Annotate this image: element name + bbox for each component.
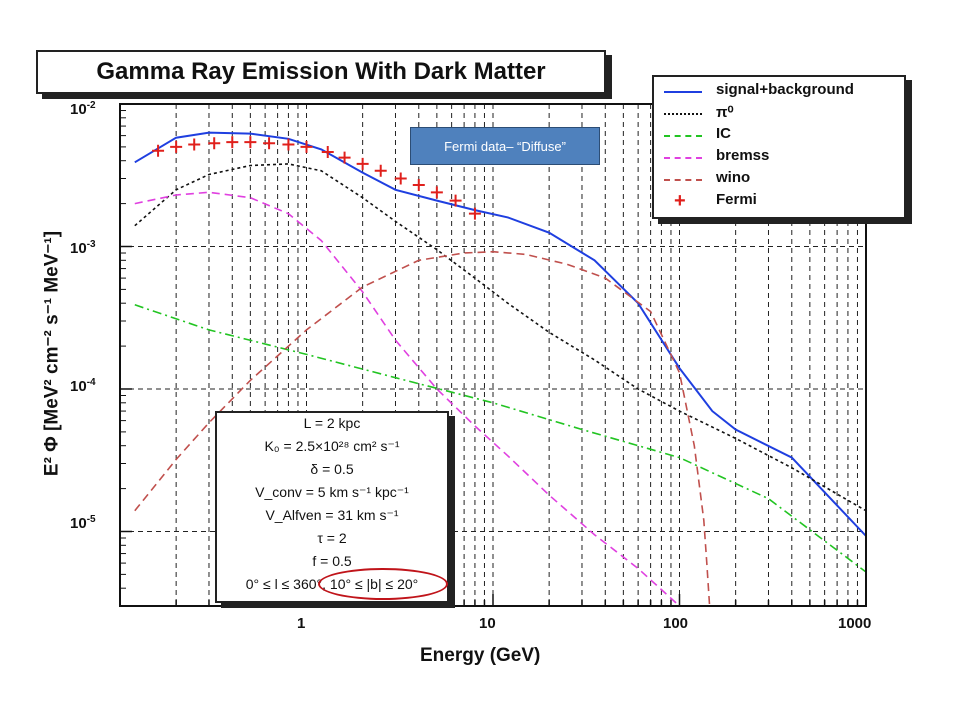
series-layer — [134, 131, 867, 607]
legend-swatch-pi0 — [664, 113, 702, 115]
y-tick-label: 10-4 — [70, 377, 96, 395]
legend-label-pi0: π⁰ — [716, 104, 734, 121]
param-line: K₀ = 2.5×10²⁸ cm² s⁻¹ — [264, 438, 400, 454]
y-tick-base: 10 — [70, 515, 87, 532]
fermi-data-point — [152, 144, 165, 157]
param-line: V_Alfven = 31 km s⁻¹ — [265, 507, 399, 523]
y-tick-label: 10-2 — [70, 100, 96, 118]
legend-swatch-ic — [664, 135, 702, 137]
fermi-data-point — [226, 136, 239, 149]
fermi-data-point — [321, 146, 334, 159]
x-tick-label: 1000 — [838, 615, 872, 632]
fermi-callout: Fermi data– “Diffuse” — [410, 127, 600, 165]
param-line: δ = 0.5 — [310, 461, 354, 477]
fermi-data-point — [208, 137, 221, 150]
chart-title-box: Gamma Ray Emission With Dark Matter — [36, 50, 606, 94]
legend-item-signal: signal+background — [660, 80, 900, 102]
highlight-ellipse — [318, 568, 448, 600]
series-line-- — [134, 163, 867, 512]
chart-title: Gamma Ray Emission With Dark Matter — [96, 58, 546, 85]
fermi-data-point — [356, 157, 369, 170]
fermi-data-point — [244, 136, 257, 149]
param-line: f = 0.5 — [312, 553, 352, 569]
legend-label-wino: wino — [716, 169, 751, 186]
y-tick-label: 10-5 — [70, 514, 96, 532]
y-tick-exp: -5 — [86, 514, 96, 525]
x-tick-label: 1 — [297, 615, 306, 632]
legend: signal+background π⁰ IC bremss wino + Fe… — [652, 75, 906, 219]
legend-item-ic: IC — [660, 124, 900, 146]
fermi-data-point — [263, 137, 276, 150]
legend-item-bremss: bremss — [660, 146, 900, 168]
legend-swatch-signal — [664, 91, 702, 93]
fermi-data-point — [374, 164, 387, 177]
legend-swatch-wino — [664, 179, 702, 181]
param-line: τ = 2 — [317, 530, 347, 546]
legend-swatch-bremss — [664, 157, 702, 159]
fermi-data-point — [449, 194, 462, 207]
fermi-data-point — [300, 140, 313, 153]
y-tick-exp: -4 — [86, 377, 96, 388]
param-line: L = 2 kpc — [303, 415, 361, 431]
y-tick-base: 10 — [70, 240, 87, 257]
legend-label-bremss: bremss — [716, 147, 770, 164]
legend-item-fermi: + Fermi — [660, 190, 900, 212]
fermi-data-point — [338, 151, 351, 164]
legend-swatch-fermi: + — [674, 190, 686, 212]
x-tick-label: 100 — [663, 615, 689, 632]
legend-item-pi0: π⁰ — [660, 102, 900, 124]
y-tick-label: 10-3 — [70, 239, 96, 257]
fermi-data-point — [394, 172, 407, 185]
x-axis-label: Energy (GeV) — [420, 645, 541, 666]
x-tick-label: 10 — [479, 615, 496, 632]
fermi-data-point — [430, 186, 443, 199]
fermi-data-point — [188, 138, 201, 151]
y-tick-exp: -3 — [86, 239, 96, 250]
legend-label-ic: IC — [716, 125, 731, 142]
y-tick-base: 10 — [70, 101, 87, 118]
fermi-data-point — [282, 138, 295, 151]
y-axis-label: E² Φ [MeV² cm⁻² s⁻¹ MeV⁻¹] — [41, 230, 63, 477]
param-line: V_conv = 5 km s⁻¹ kpc⁻¹ — [255, 484, 409, 500]
y-tick-exp: -2 — [86, 100, 96, 111]
fermi-data-point — [468, 207, 481, 220]
fermi-data-point — [170, 140, 183, 153]
legend-item-wino: wino — [660, 168, 900, 190]
series-line-wino — [134, 250, 711, 607]
plot-area — [119, 103, 867, 607]
legend-label-signal: signal+background — [716, 81, 854, 98]
y-tick-base: 10 — [70, 378, 87, 395]
fermi-data-point — [412, 179, 425, 192]
series-line-ic — [134, 304, 867, 573]
legend-label-fermi: Fermi — [716, 191, 757, 208]
